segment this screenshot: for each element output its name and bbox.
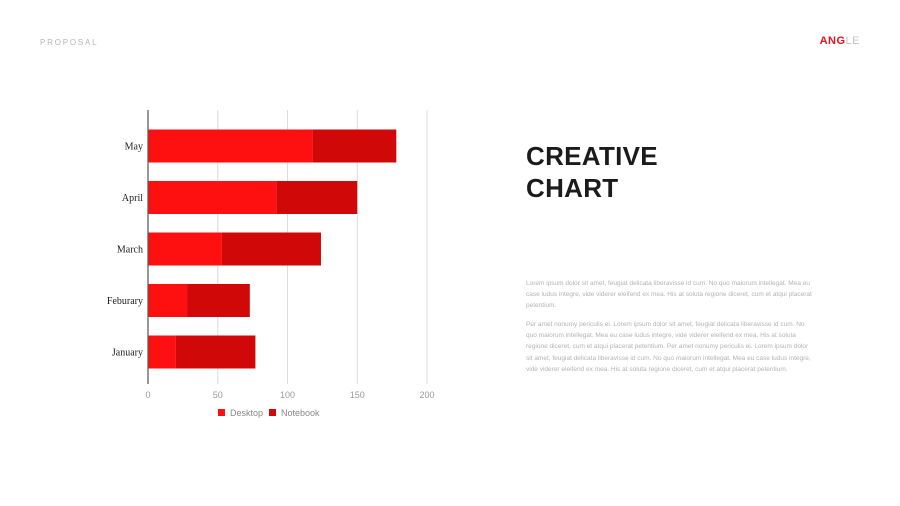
bar-april-notebook <box>276 181 358 214</box>
category-label-april: April <box>122 193 143 204</box>
x-tick-label-100: 100 <box>280 390 295 400</box>
section-label: PROPOSAL <box>40 38 99 47</box>
title-line-1: CREATIVE <box>526 141 658 171</box>
legend-label-desktop: Desktop <box>230 408 263 418</box>
legend-swatch-desktop <box>218 409 225 416</box>
bar-may-desktop <box>148 129 313 163</box>
logo-strong-part: ANG <box>819 35 846 47</box>
bar-may-notebook <box>312 129 397 163</box>
bar-march-notebook <box>221 232 321 266</box>
logo-light-part: LE <box>845 35 860 47</box>
body-paragraph-1: Lorem ipsum dolor sit amet, feugiat deli… <box>526 280 812 310</box>
category-label-may: May <box>125 142 143 153</box>
brand-logo: ANGLE <box>820 35 860 47</box>
title-line-2: CHART <box>526 173 619 203</box>
category-label-feburary: Feburary <box>107 296 143 307</box>
bar-january-desktop <box>148 335 176 369</box>
slide-title: CREATIVE CHART <box>526 140 658 204</box>
body-paragraph-2: Per amet nonumy periculis ei. Lorem ipsu… <box>526 321 811 373</box>
bar-march-desktop <box>148 232 222 266</box>
bar-january-notebook <box>175 335 256 369</box>
x-tick-label-0: 0 <box>145 390 150 400</box>
legend-label-notebook: Notebook <box>281 408 320 418</box>
x-tick-label-150: 150 <box>350 390 365 400</box>
bar-feburary-notebook <box>187 284 250 317</box>
category-label-march: March <box>117 245 143 256</box>
legend-swatch-notebook <box>269 409 276 416</box>
x-tick-label-200: 200 <box>419 390 434 400</box>
category-label-january: January <box>112 348 143 359</box>
x-tick-label-50: 50 <box>213 390 223 400</box>
bar-feburary-desktop <box>148 284 188 317</box>
bar-april-desktop <box>148 181 277 214</box>
